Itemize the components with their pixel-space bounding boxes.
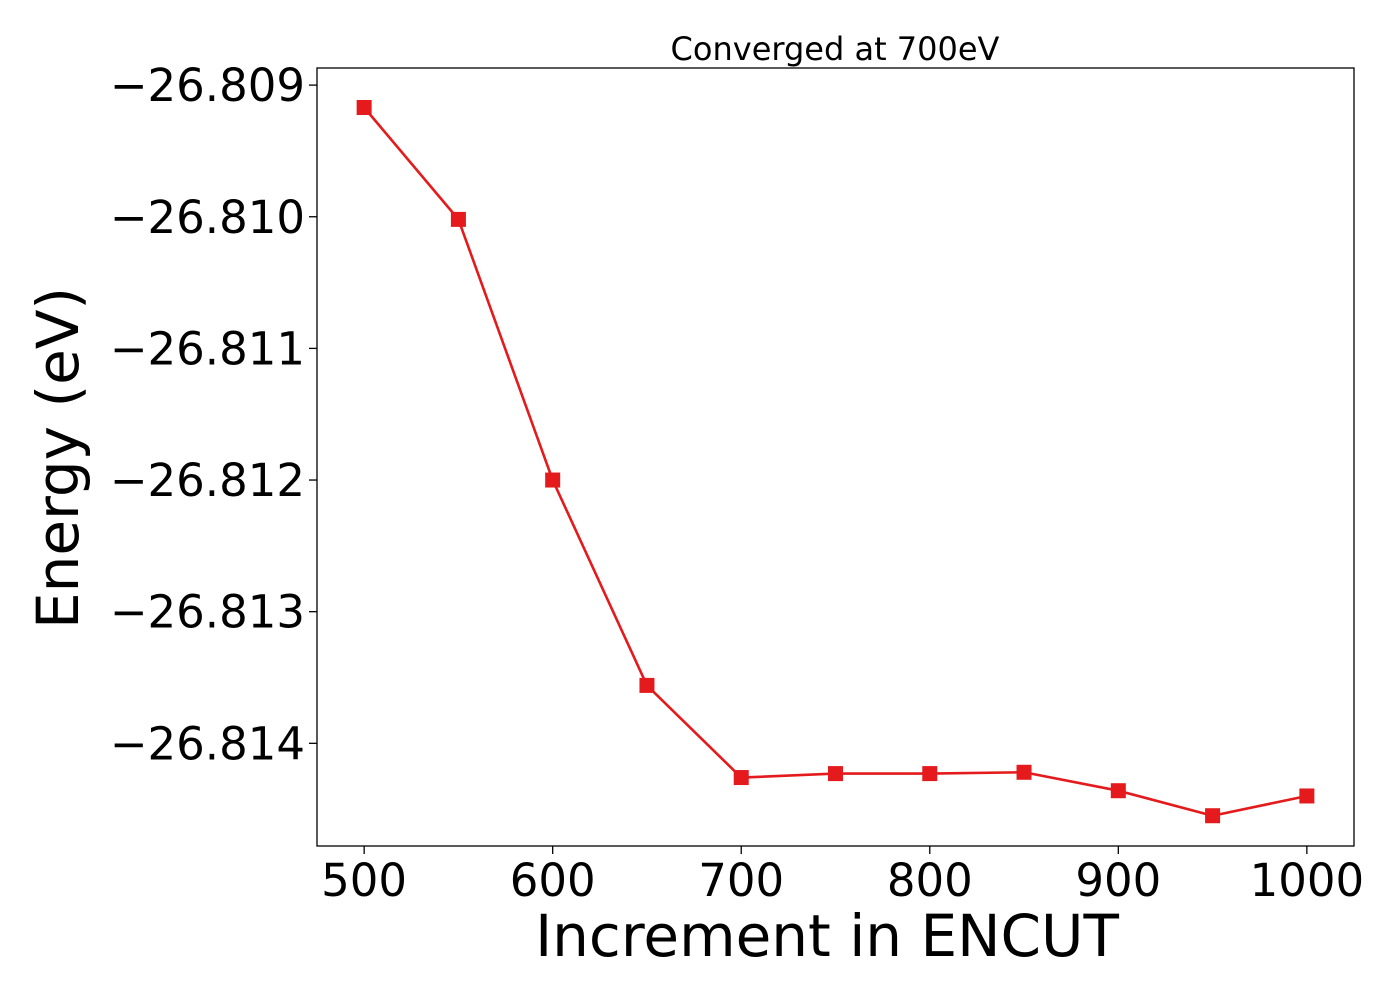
- data-point: [828, 766, 843, 782]
- data-point: [1205, 808, 1221, 824]
- y-tick-label: −26.809: [110, 59, 305, 112]
- y-tick-label: −26.810: [110, 191, 305, 244]
- x-tick-label: 900: [1075, 854, 1161, 907]
- chart-title: Converged at 700eV: [671, 30, 1000, 68]
- y-tick-label: −26.811: [110, 322, 305, 375]
- series-line: [363, 106, 1308, 818]
- y-tick-label: −26.813: [110, 586, 305, 639]
- data-point: [356, 99, 372, 115]
- plot-area: [316, 67, 1355, 847]
- x-tick-label: 500: [321, 854, 407, 907]
- data-point: [1110, 783, 1126, 799]
- y-tick-label: −26.814: [110, 717, 305, 770]
- y-axis: −26.809 −26.810 −26.811 −26.812 −26.813 −26.8…: [110, 59, 317, 770]
- data-point: [1016, 764, 1032, 780]
- x-axis: 500 600 700 800 900 1000: [321, 846, 1364, 907]
- plot-frame: [316, 67, 1355, 847]
- x-tick-label: 1000: [1250, 854, 1365, 907]
- data-point: [450, 211, 466, 227]
- y-axis-title: Energy (eV): [24, 287, 92, 629]
- x-axis-title: Increment in ENCUT: [535, 902, 1119, 970]
- data-point: [639, 677, 655, 693]
- data-point: [545, 472, 561, 488]
- series-layer: [356, 99, 1315, 824]
- data-point: [733, 770, 749, 786]
- x-tick-label: 800: [887, 854, 973, 907]
- y-tick-label: −26.812: [110, 454, 305, 507]
- x-tick-label: 600: [510, 854, 596, 907]
- data-point: [1299, 788, 1315, 804]
- data-point: [922, 766, 938, 782]
- x-tick-label: 700: [698, 854, 784, 907]
